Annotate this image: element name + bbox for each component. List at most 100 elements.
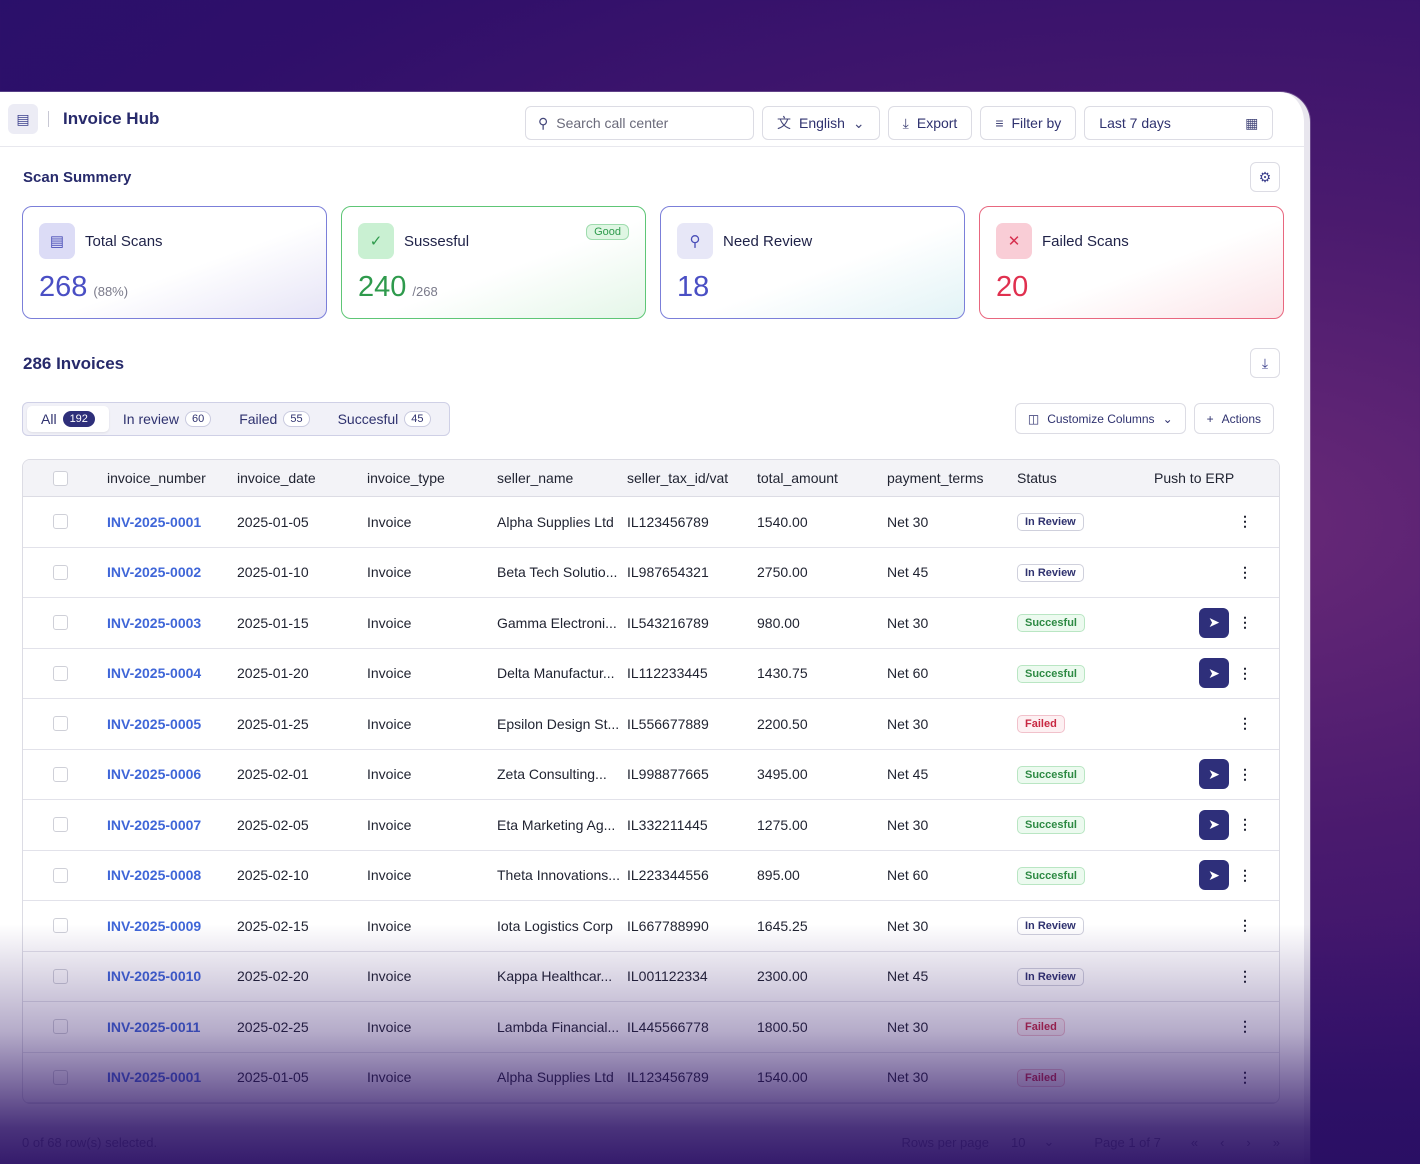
invoice-number-link[interactable]: INV-2025-0002 [107, 564, 237, 580]
erp-cell: ➤ [1154, 658, 1229, 688]
invoice-number-link[interactable]: INV-2025-0009 [107, 918, 237, 934]
row-checkbox[interactable] [53, 918, 68, 933]
send-icon[interactable]: ➤ [1199, 860, 1229, 890]
column-header[interactable]: total_amount [757, 470, 887, 486]
erp-cell: ➤ [1154, 860, 1229, 890]
column-header[interactable]: Push to ERP [1154, 470, 1261, 486]
payment-terms: Net 45 [887, 766, 1017, 782]
invoice-number-link[interactable]: INV-2025-0001 [107, 514, 237, 530]
more-vertical-icon[interactable]: ⋮ [1229, 1018, 1261, 1035]
table-row[interactable]: INV-2025-0004 2025-01-20 Invoice Delta Manu… [23, 649, 1279, 700]
more-vertical-icon[interactable]: ⋮ [1229, 867, 1261, 884]
actions-button[interactable]: + Actions [1194, 403, 1274, 434]
row-checkbox[interactable] [53, 969, 68, 984]
row-checkbox[interactable] [53, 615, 68, 630]
more-vertical-icon[interactable]: ⋮ [1229, 513, 1261, 530]
column-header[interactable]: invoice_date [237, 470, 367, 486]
export-button[interactable]: ⤓ Export [888, 106, 973, 140]
table-row[interactable]: INV-2025-0002 2025-01-10 Invoice Beta Tech … [23, 548, 1279, 599]
column-header[interactable]: payment_terms [887, 470, 1017, 486]
payment-terms: Net 30 [887, 1069, 1017, 1085]
invoice-number-link[interactable]: INV-2025-0004 [107, 665, 237, 681]
invoice-number-link[interactable]: INV-2025-0003 [107, 615, 237, 631]
more-vertical-icon[interactable]: ⋮ [1229, 715, 1261, 732]
tab-successful[interactable]: Succesful 45 [324, 406, 445, 432]
column-header[interactable]: seller_name [497, 470, 627, 486]
card-value: 20 [996, 271, 1028, 304]
status-cell: Failed [1017, 714, 1154, 733]
select-all-checkbox[interactable] [53, 471, 68, 486]
tab-failed[interactable]: Failed 55 [225, 406, 323, 432]
invoice-number-link[interactable]: INV-2025-0008 [107, 867, 237, 883]
row-checkbox[interactable] [53, 1019, 68, 1034]
row-checkbox[interactable] [53, 565, 68, 580]
invoice-number-link[interactable]: INV-2025-0011 [107, 1019, 237, 1035]
more-vertical-icon[interactable]: ⋮ [1229, 665, 1261, 682]
filter-button[interactable]: ≡ Filter by [980, 106, 1076, 140]
invoice-number-link[interactable]: INV-2025-0006 [107, 766, 237, 782]
row-checkbox-cell [23, 969, 107, 984]
table-row[interactable]: INV-2025-0009 2025-02-15 Invoice Iota Logis… [23, 901, 1279, 952]
first-page-icon[interactable]: « [1191, 1135, 1198, 1150]
gear-icon[interactable]: ⚙ [1250, 162, 1280, 192]
table-row[interactable]: INV-2025-0005 2025-01-25 Invoice Epsilon De… [23, 699, 1279, 750]
send-icon[interactable]: ➤ [1199, 658, 1229, 688]
date-range-picker[interactable]: Last 7 days ▦ [1084, 106, 1273, 140]
invoice-number-link[interactable]: INV-2025-0010 [107, 968, 237, 984]
tab-in-review[interactable]: In review 60 [109, 406, 225, 432]
table-row[interactable]: INV-2025-0006 2025-02-01 Invoice Zeta Consu… [23, 750, 1279, 801]
column-header[interactable]: invoice_number [107, 470, 237, 486]
more-vertical-icon[interactable]: ⋮ [1229, 614, 1261, 631]
invoice-number-link[interactable]: INV-2025-0005 [107, 716, 237, 732]
search-placeholder: Search call center [556, 115, 668, 131]
last-page-icon[interactable]: » [1273, 1135, 1280, 1150]
search-input[interactable]: ⚲ Search call center [525, 106, 754, 140]
row-checkbox[interactable] [53, 666, 68, 681]
row-checkbox[interactable] [53, 767, 68, 782]
more-vertical-icon[interactable]: ⋮ [1229, 968, 1261, 985]
more-vertical-icon[interactable]: ⋮ [1229, 816, 1261, 833]
tab-label: Failed [239, 411, 277, 427]
tab-label: Succesful [338, 411, 399, 427]
table-row[interactable]: INV-2025-0003 2025-01-15 Invoice Gamma Elec… [23, 598, 1279, 649]
prev-page-icon[interactable]: ‹ [1220, 1135, 1224, 1150]
more-vertical-icon[interactable]: ⋮ [1229, 917, 1261, 934]
table-row[interactable]: INV-2025-0010 2025-02-20 Invoice Kappa Heal… [23, 952, 1279, 1003]
more-vertical-icon[interactable]: ⋮ [1229, 1069, 1261, 1086]
invoice-number-link[interactable]: INV-2025-0001 [107, 1069, 237, 1085]
seller-tax-id: IL543216789 [627, 615, 757, 631]
seller-name: Beta Tech Solutio... [497, 564, 627, 580]
invoice-number-link[interactable]: INV-2025-0007 [107, 817, 237, 833]
table-row[interactable]: INV-2025-0008 2025-02-10 Invoice Theta Inno… [23, 851, 1279, 902]
chevron-down-icon: ⌄ [853, 115, 865, 132]
row-checkbox[interactable] [53, 817, 68, 832]
more-vertical-icon[interactable]: ⋮ [1229, 766, 1261, 783]
filter-label: Filter by [1012, 115, 1062, 131]
table-body: INV-2025-0001 2025-01-05 Invoice Alpha Supp… [23, 497, 1279, 1103]
payment-terms: Net 30 [887, 817, 1017, 833]
column-header[interactable]: seller_tax_id/vat [627, 470, 757, 486]
language-select[interactable]: 文 English ⌄ [762, 106, 880, 140]
send-icon[interactable]: ➤ [1199, 759, 1229, 789]
table-row[interactable]: INV-2025-0001 2025-01-05 Invoice Alpha Supp… [23, 497, 1279, 548]
seller-tax-id: IL123456789 [627, 514, 757, 530]
more-vertical-icon[interactable]: ⋮ [1229, 564, 1261, 581]
download-icon[interactable]: ⤓ [1250, 348, 1280, 378]
column-header[interactable]: Status [1017, 470, 1154, 486]
send-icon[interactable]: ➤ [1199, 810, 1229, 840]
customize-columns-button[interactable]: ◫ Customize Columns ⌄ [1015, 403, 1186, 434]
next-page-icon[interactable]: › [1246, 1135, 1250, 1150]
table-row[interactable]: INV-2025-0011 2025-02-25 Invoice Lambda Fin… [23, 1002, 1279, 1053]
row-checkbox[interactable] [53, 868, 68, 883]
table-footer: 0 of 68 row(s) selected. Rows per page 1… [22, 1127, 1280, 1157]
table-row[interactable]: INV-2025-0007 2025-02-05 Invoice Eta Market… [23, 800, 1279, 851]
send-icon[interactable]: ➤ [1199, 608, 1229, 638]
status-cell: In Review [1017, 916, 1154, 935]
row-checkbox[interactable] [53, 514, 68, 529]
tab-all[interactable]: All 192 [27, 406, 109, 432]
row-checkbox[interactable] [53, 716, 68, 731]
rows-per-page-select[interactable]: 10 [1011, 1135, 1025, 1150]
table-row[interactable]: INV-2025-0001 2025-01-05 Invoice Alpha Supp… [23, 1053, 1279, 1104]
row-checkbox[interactable] [53, 1070, 68, 1085]
column-header[interactable]: invoice_type [367, 470, 497, 486]
